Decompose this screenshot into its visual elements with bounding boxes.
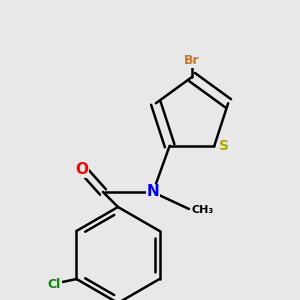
Text: Br: Br [184, 55, 200, 68]
Text: N: N [147, 184, 159, 200]
Text: CH₃: CH₃ [191, 205, 213, 215]
Text: S: S [219, 139, 229, 153]
Text: O: O [76, 163, 88, 178]
Text: Cl: Cl [48, 278, 61, 290]
